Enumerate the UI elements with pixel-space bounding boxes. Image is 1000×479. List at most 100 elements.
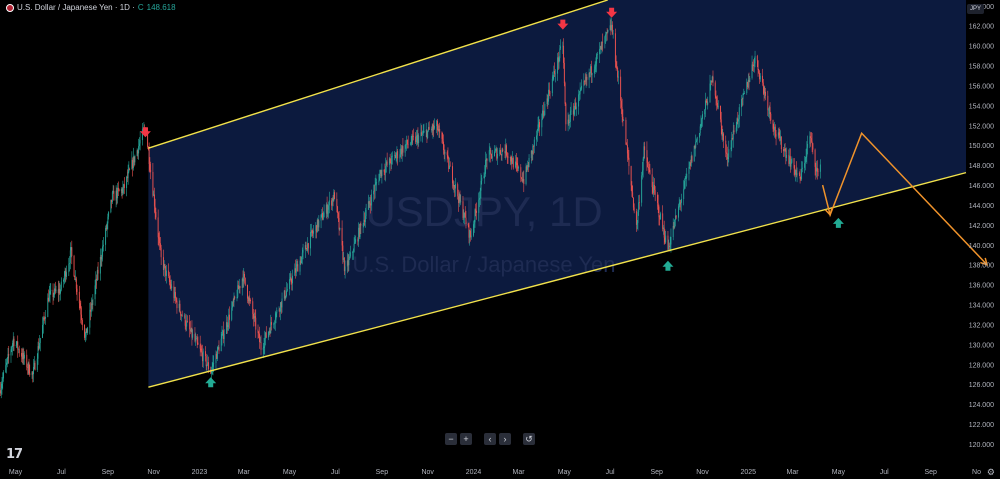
- candle-body: [704, 109, 706, 115]
- candle-body: [205, 351, 206, 356]
- candle-body: [626, 144, 628, 154]
- candle-body: [431, 128, 433, 131]
- candle-body: [57, 289, 59, 294]
- candle-body: [12, 343, 13, 348]
- candle-body: [789, 156, 791, 164]
- candle-body: [320, 214, 322, 221]
- candle-body: [31, 372, 33, 375]
- candle-body: [723, 133, 724, 141]
- candle-body: [777, 132, 779, 137]
- candle-body: [768, 107, 770, 110]
- candle-body: [185, 325, 187, 327]
- candle-body: [417, 134, 419, 143]
- candle-body: [707, 102, 709, 105]
- channel-lower-line[interactable]: [148, 171, 967, 388]
- scroll-right-button[interactable]: ›: [499, 433, 511, 445]
- candle-body: [153, 194, 155, 196]
- candle-body: [548, 89, 550, 93]
- candle-body: [55, 289, 57, 292]
- candle-body: [76, 288, 78, 292]
- candle-body: [620, 76, 622, 101]
- candle-body: [152, 171, 154, 196]
- zoom-in-button[interactable]: +: [460, 433, 472, 445]
- candle-body: [480, 180, 482, 191]
- candle-body: [705, 100, 706, 110]
- candle-body: [364, 216, 366, 223]
- candle-body: [567, 119, 569, 125]
- candle-body: [657, 202, 659, 207]
- candle-body: [475, 209, 477, 211]
- candle-body: [357, 239, 359, 242]
- candle-body: [722, 133, 724, 137]
- candle-body: [678, 206, 679, 218]
- candle-body: [394, 155, 396, 159]
- candle-body: [675, 215, 677, 218]
- candle-body: [21, 356, 23, 360]
- candle-body: [289, 279, 290, 289]
- candle-body: [86, 328, 88, 333]
- candle-body: [380, 170, 382, 177]
- candle-body: [322, 212, 324, 220]
- candle-body: [64, 270, 66, 277]
- channel-upper-line[interactable]: [148, 0, 608, 149]
- candle-body: [90, 303, 92, 312]
- candle-body: [699, 126, 701, 134]
- candle-body: [396, 151, 398, 156]
- candle-body: [92, 299, 94, 305]
- candle-body: [60, 289, 61, 294]
- candle-body: [11, 347, 13, 350]
- candle-body: [381, 169, 383, 177]
- candle-body: [527, 165, 528, 170]
- zoom-out-button[interactable]: −: [445, 433, 457, 445]
- candle-body: [411, 135, 413, 143]
- candle-body: [211, 366, 213, 371]
- candle-body: [43, 318, 45, 319]
- candle-body: [233, 296, 235, 303]
- candle-body: [8, 354, 10, 356]
- gear-icon[interactable]: ⚙: [986, 467, 995, 477]
- candle-body: [6, 362, 7, 366]
- candle-body: [252, 301, 254, 314]
- candle-body: [228, 314, 230, 326]
- candle-body: [59, 288, 61, 294]
- candle-body: [749, 77, 751, 83]
- price-tick-label: 122.000: [969, 422, 994, 429]
- price-tick-label: 160.000: [969, 44, 994, 51]
- reset-chart-button[interactable]: ↺: [523, 433, 535, 445]
- candle-body: [469, 230, 471, 238]
- candle-body: [180, 311, 182, 316]
- candle-body: [730, 147, 732, 150]
- candle-body: [772, 120, 774, 129]
- candle-body: [265, 332, 266, 339]
- tradingview-logo[interactable]: 17: [6, 447, 23, 462]
- symbol-legend[interactable]: U.S. Dollar / Japanese Yen · 1D · C 148.6…: [6, 3, 176, 12]
- candle-body: [530, 150, 532, 159]
- candle-body: [551, 78, 553, 94]
- candle-body: [315, 225, 317, 231]
- candle-body: [433, 124, 435, 129]
- candle-body: [488, 150, 490, 161]
- candle-body: [588, 72, 590, 80]
- projection-path[interactable]: [821, 131, 988, 266]
- candle-body: [709, 83, 711, 103]
- candle-body: [332, 198, 334, 201]
- candle-body: [259, 333, 260, 343]
- candle-body: [339, 227, 341, 230]
- currency-button[interactable]: JPY: [966, 4, 984, 14]
- candle-body: [605, 34, 607, 37]
- price-tick-label: 158.000: [969, 64, 994, 71]
- scroll-left-button[interactable]: ‹: [484, 433, 496, 445]
- candle-body: [333, 192, 335, 201]
- candle-body: [362, 224, 364, 226]
- candle-body: [532, 146, 534, 154]
- candle-body: [201, 352, 203, 362]
- candle-body: [123, 184, 125, 189]
- candle-body: [391, 155, 393, 165]
- candle-body: [758, 69, 760, 73]
- candle-body: [116, 190, 118, 199]
- candle-body: [458, 194, 460, 203]
- time-tick-label: May: [9, 469, 23, 476]
- candle-body: [765, 91, 766, 96]
- candle-body: [615, 61, 617, 68]
